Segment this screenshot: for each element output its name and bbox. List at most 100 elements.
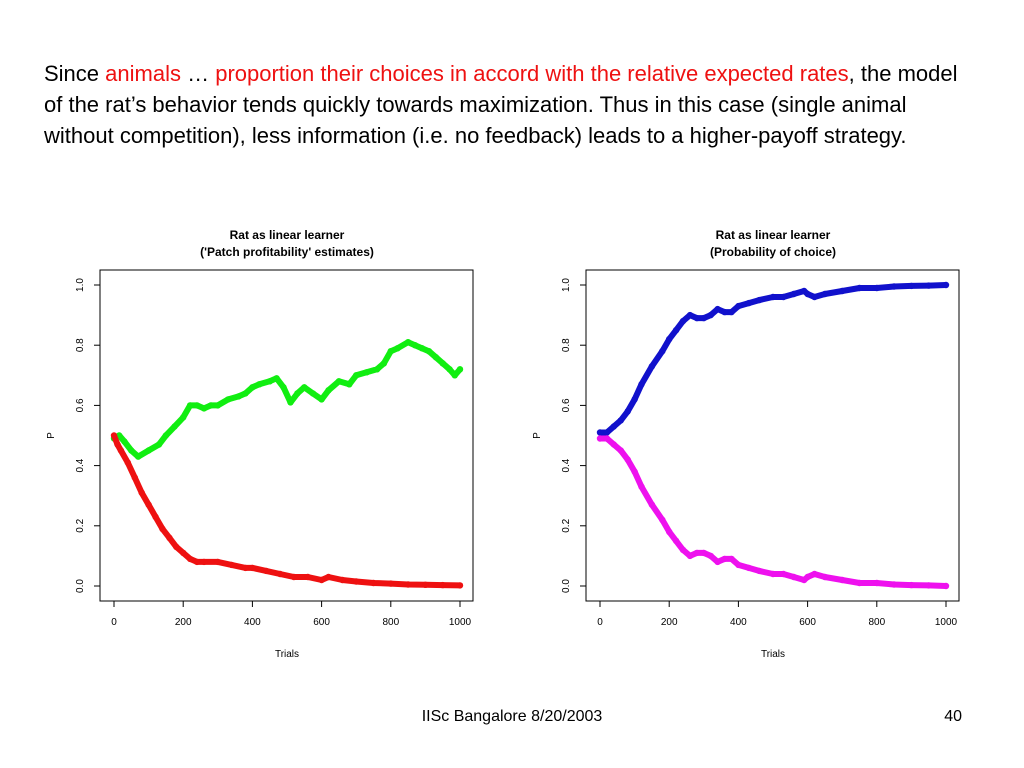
- data-point: [200, 558, 208, 566]
- data-point: [110, 432, 118, 439]
- series-0: [110, 339, 464, 460]
- data-point: [346, 381, 353, 388]
- data-point: [290, 573, 298, 581]
- y-axis-label: P: [46, 432, 57, 439]
- data-point: [335, 378, 343, 385]
- data-point: [686, 311, 694, 319]
- data-point: [207, 402, 215, 409]
- data-point: [304, 573, 311, 581]
- data-point: [131, 474, 138, 481]
- data-point: [318, 396, 325, 403]
- x-tick-label: 0: [111, 617, 117, 628]
- data-point: [422, 581, 429, 588]
- data-point: [171, 423, 178, 430]
- chart-title: Rat as linear learner: [716, 228, 831, 242]
- data-point: [200, 405, 208, 412]
- data-point: [235, 393, 242, 400]
- data-point: [394, 345, 401, 352]
- data-point: [280, 384, 287, 391]
- data-point: [631, 468, 638, 475]
- data-point: [728, 555, 735, 563]
- y-tick-label: 0.2: [75, 518, 86, 532]
- data-point: [693, 314, 701, 322]
- data-point: [387, 348, 394, 355]
- data-point: [811, 293, 818, 301]
- data-point: [617, 417, 624, 424]
- data-point: [672, 537, 680, 545]
- x-tick-label: 200: [175, 617, 192, 628]
- series-line: [597, 282, 949, 436]
- data-point: [617, 447, 624, 454]
- data-point: [890, 283, 898, 290]
- y-tick-label: 0.0: [75, 579, 86, 593]
- data-point: [839, 576, 846, 584]
- data-point: [263, 567, 270, 575]
- data-point: [925, 582, 932, 589]
- data-point: [451, 372, 458, 379]
- data-point: [159, 525, 166, 532]
- chart-subtitle: ('Patch profitability' estimates): [200, 245, 374, 259]
- data-point: [707, 311, 714, 319]
- data-point: [804, 573, 811, 581]
- data-point: [790, 573, 797, 581]
- data-point: [228, 561, 235, 569]
- data-point: [890, 581, 898, 588]
- data-point: [821, 290, 829, 298]
- data-point: [124, 459, 131, 466]
- data-point: [839, 287, 846, 295]
- data-point: [114, 441, 121, 448]
- y-tick-label: 0.0: [561, 579, 572, 593]
- data-point: [214, 558, 221, 566]
- data-point: [425, 348, 433, 355]
- data-point: [325, 573, 332, 581]
- data-point: [418, 345, 426, 352]
- data-point: [873, 284, 880, 292]
- data-point: [745, 299, 752, 307]
- data-point: [648, 363, 656, 370]
- data-point: [273, 375, 280, 382]
- data-point: [714, 305, 721, 313]
- data-point: [155, 441, 163, 448]
- data-point: [242, 564, 249, 572]
- intro-text-2: …: [180, 61, 216, 86]
- data-point: [373, 366, 381, 373]
- data-point: [596, 435, 604, 442]
- data-point: [387, 580, 394, 587]
- x-tick-label: 600: [313, 617, 330, 628]
- data-point: [439, 581, 446, 589]
- data-point: [370, 579, 377, 587]
- footer-institution-date: IISc Bangalore 8/20/2003: [421, 708, 603, 725]
- data-point: [811, 570, 818, 578]
- data-point: [821, 573, 829, 581]
- data-point: [214, 402, 221, 409]
- y-tick-label: 0.8: [75, 338, 86, 352]
- data-point: [193, 402, 201, 409]
- data-point: [287, 399, 294, 406]
- series-1: [110, 432, 464, 589]
- data-point: [638, 381, 645, 388]
- footer-page-number: 40: [944, 708, 962, 725]
- data-point: [925, 282, 932, 289]
- data-point: [672, 327, 680, 334]
- plot-frame: [99, 269, 474, 602]
- data-point: [266, 378, 273, 385]
- data-point: [780, 570, 787, 578]
- data-point: [648, 501, 656, 508]
- data-point: [908, 581, 915, 589]
- data-point: [276, 570, 284, 578]
- data-point: [456, 582, 464, 589]
- data-point: [610, 423, 617, 430]
- data-point: [439, 360, 446, 367]
- data-point: [138, 489, 145, 496]
- data-point: [856, 284, 863, 292]
- data-point: [735, 302, 742, 310]
- data-point: [790, 290, 797, 298]
- data-point: [756, 567, 763, 575]
- data-point: [309, 390, 317, 397]
- y-tick-label: 0.4: [75, 458, 86, 472]
- data-point: [942, 281, 950, 289]
- intro-text-3: , the model of the rat’s behavior tends …: [44, 61, 958, 148]
- x-tick-label: 1000: [449, 617, 472, 628]
- data-point: [249, 384, 256, 391]
- x-tick-label: 800: [382, 617, 399, 628]
